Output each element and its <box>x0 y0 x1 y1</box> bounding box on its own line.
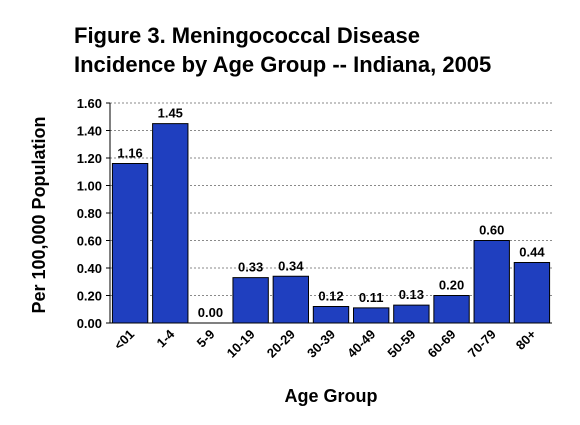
bar <box>152 123 189 324</box>
chart-title-line-2: Incidence by Age Group -- Indiana, 2005 <box>74 52 491 77</box>
y-tick-label: 0.20 <box>77 289 102 304</box>
bar <box>232 277 269 324</box>
y-tick-label: 1.40 <box>77 124 102 139</box>
x-tick-label: 60-69 <box>425 327 459 361</box>
bar <box>393 304 430 324</box>
x-tick-label: 1-4 <box>153 326 177 350</box>
x-tick-label: 20-29 <box>264 327 298 361</box>
data-labels: 1.16 1.45 0.00 0.33 0.34 0.12 0.11 0.13 0.20 0.60… <box>117 106 545 320</box>
y-tick-label: 0.60 <box>77 234 102 249</box>
data-label: 0.34 <box>278 258 304 273</box>
y-axis-title: Per 100,000 Population <box>29 116 49 313</box>
y-tick-label: 0.80 <box>77 206 102 221</box>
data-label: 1.45 <box>158 106 183 121</box>
x-axis-ticks: <01 1-4 5-9 10-19 20-29 30-39 40-49 50-59 60-69 7… <box>111 326 539 361</box>
bar <box>473 240 510 324</box>
y-axis-ticks: 0.00 0.20 0.40 0.60 0.80 1.00 1.20 1.40 1.60 <box>77 96 110 331</box>
data-label: 0.60 <box>479 223 504 238</box>
data-label: 1.16 <box>117 146 142 161</box>
x-tick-label: 50-59 <box>384 327 418 361</box>
bar <box>111 163 149 324</box>
data-label: 0.33 <box>238 260 263 275</box>
x-tick-label: 10-19 <box>224 327 258 361</box>
y-tick-label: 1.00 <box>77 179 102 194</box>
x-axis-title: Age Group <box>285 386 378 406</box>
x-tick-label: 5-9 <box>194 327 218 351</box>
bar <box>513 262 551 324</box>
data-label: 0.44 <box>519 245 545 260</box>
data-label: 0.13 <box>399 287 424 302</box>
bar <box>272 275 309 324</box>
data-label: 0.11 <box>359 290 384 305</box>
x-tick-label: 40-49 <box>344 327 378 361</box>
bar <box>353 307 390 324</box>
chart-title-line-1: Figure 3. Meningococcal Disease <box>74 23 420 48</box>
data-label: 0.20 <box>439 278 464 293</box>
bars <box>111 123 551 324</box>
x-tick-label: 80+ <box>513 326 539 352</box>
bar <box>312 306 350 324</box>
x-tick-label: <01 <box>111 327 137 353</box>
data-label: 0.12 <box>318 289 343 304</box>
y-tick-label: 1.20 <box>77 151 102 166</box>
bar <box>433 295 470 324</box>
x-tick-label: 70-79 <box>465 327 499 361</box>
y-tick-label: 1.60 <box>77 96 102 111</box>
y-tick-label: 0.40 <box>77 261 102 276</box>
y-tick-label: 0.00 <box>77 316 102 331</box>
data-label: 0.00 <box>198 305 223 320</box>
x-tick-label: 30-39 <box>304 327 338 361</box>
